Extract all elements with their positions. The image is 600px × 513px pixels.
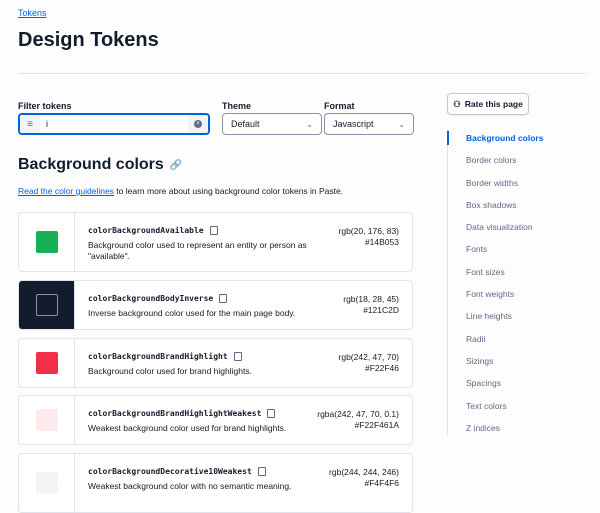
copy-icon[interactable] bbox=[233, 352, 242, 361]
swatch-cell bbox=[19, 396, 75, 444]
clear-button[interactable]: × bbox=[188, 115, 208, 133]
swatch-cell bbox=[19, 339, 75, 387]
token-row: colorBackgroundAvailable Background colo… bbox=[18, 212, 413, 272]
filter-input[interactable]: ≡ i × bbox=[18, 113, 210, 135]
intro-text: to learn more about using background col… bbox=[113, 186, 344, 196]
nav-item[interactable]: Background colors bbox=[466, 133, 544, 143]
color-swatch bbox=[35, 472, 58, 494]
nav-item[interactable]: Text colors bbox=[466, 400, 507, 411]
rate-label: Rate this page bbox=[464, 99, 523, 109]
rate-page-button[interactable]: ⚇ Rate this page bbox=[447, 93, 529, 115]
section-intro: Read the color guidelines to learn more … bbox=[18, 186, 343, 196]
theme-value: Default bbox=[231, 119, 260, 129]
nav-item[interactable]: Font sizes bbox=[466, 266, 505, 277]
token-hex: #F4F4F6 bbox=[364, 478, 400, 488]
format-value: Javascript bbox=[333, 119, 374, 129]
token-name: colorBackgroundBrandHighlight bbox=[88, 352, 228, 361]
nav-item[interactable]: Font weights bbox=[466, 289, 515, 300]
clear-icon: × bbox=[194, 120, 202, 128]
nav-item[interactable]: Radii bbox=[466, 333, 486, 344]
chevron-down-icon: ⌄ bbox=[398, 119, 405, 129]
theme-select[interactable]: Default ⌄ bbox=[222, 113, 322, 135]
breadcrumb-tokens[interactable]: Tokens bbox=[18, 8, 47, 18]
color-swatch bbox=[35, 409, 58, 431]
token-hex: #F22F46 bbox=[364, 363, 399, 373]
token-description: Weakest background color with no semanti… bbox=[88, 481, 292, 491]
nav-item[interactable]: Border widths bbox=[466, 177, 518, 188]
color-swatch bbox=[35, 231, 58, 253]
rate-icon: ⚇ bbox=[453, 98, 461, 109]
nav-item[interactable]: Data visualization bbox=[466, 222, 533, 233]
nav-item[interactable]: Fonts bbox=[466, 244, 488, 255]
token-name: colorBackgroundBodyInverse bbox=[88, 294, 214, 303]
copy-icon[interactable] bbox=[219, 294, 228, 303]
filter-value[interactable]: i bbox=[46, 119, 48, 129]
filter-label: Filter tokens bbox=[18, 101, 72, 111]
color-guidelines-link[interactable]: Read the color guidelines bbox=[18, 186, 114, 196]
token-row: colorBackgroundDecorative10Weakest Weake… bbox=[18, 453, 413, 513]
token-description: Background color used to represent an en… bbox=[88, 240, 307, 261]
token-name: colorBackgroundBrandHighlightWeakest bbox=[88, 409, 262, 418]
copy-icon[interactable] bbox=[267, 409, 276, 418]
swatch-cell bbox=[19, 281, 75, 329]
token-name: colorBackgroundAvailable bbox=[88, 226, 204, 235]
token-hex: #F22F461A bbox=[354, 420, 399, 430]
divider bbox=[18, 73, 586, 74]
nav-item[interactable]: Spacings bbox=[466, 378, 501, 389]
token-row: colorBackgroundBrandHighlightWeakest Wea… bbox=[18, 395, 413, 445]
nav-item[interactable]: Sizings bbox=[466, 355, 494, 366]
swatch-cell bbox=[19, 454, 75, 512]
nav-track bbox=[447, 130, 448, 435]
copy-icon[interactable] bbox=[257, 467, 266, 476]
nav-item[interactable]: Line heights bbox=[466, 311, 512, 322]
token-hex: #121C2D bbox=[363, 305, 399, 315]
on-page-nav: Background colors Border colors Border wid… bbox=[466, 133, 543, 445]
token-description: Background color used for brand highligh… bbox=[88, 366, 252, 376]
token-name: colorBackgroundDecorative10Weakest bbox=[88, 467, 252, 476]
token-row: colorBackgroundBrandHighlight Background… bbox=[18, 338, 413, 388]
color-swatch bbox=[35, 294, 58, 316]
theme-label: Theme bbox=[222, 101, 252, 111]
link-icon[interactable]: 🔗 bbox=[169, 159, 183, 171]
filter-icon: ≡ bbox=[20, 115, 40, 133]
token-rgb: rgb(20, 176, 83) bbox=[338, 226, 399, 236]
token-description: Inverse background color used for the ma… bbox=[88, 308, 296, 318]
format-label: Format bbox=[324, 101, 355, 111]
swatch-cell bbox=[19, 213, 75, 271]
nav-item[interactable]: Border colors bbox=[466, 155, 517, 166]
page-title: Design Tokens bbox=[18, 29, 159, 51]
section-header: Background colors 🔗 bbox=[18, 156, 182, 174]
color-swatch bbox=[35, 352, 58, 374]
nav-item[interactable]: Box shadows bbox=[466, 199, 517, 210]
section-title: Background colors bbox=[18, 156, 164, 173]
token-row: colorBackgroundBodyInverse Inverse backg… bbox=[18, 280, 413, 330]
nav-active-indicator bbox=[447, 131, 449, 145]
token-rgb: rgb(242, 47, 70) bbox=[338, 352, 399, 362]
nav-item[interactable]: Z indices bbox=[466, 422, 501, 433]
token-description: Weakest background color used for brand … bbox=[88, 423, 287, 433]
token-rgb: rgb(18, 28, 45) bbox=[343, 294, 399, 304]
chevron-down-icon: ⌄ bbox=[306, 119, 313, 129]
token-hex: #14B053 bbox=[364, 237, 399, 247]
copy-icon[interactable] bbox=[209, 226, 218, 235]
format-select[interactable]: Javascript ⌄ bbox=[324, 113, 414, 135]
token-rgb: rgba(242, 47, 70, 0.1) bbox=[317, 409, 399, 419]
token-rgb: rgb(244, 244, 246) bbox=[329, 467, 399, 477]
